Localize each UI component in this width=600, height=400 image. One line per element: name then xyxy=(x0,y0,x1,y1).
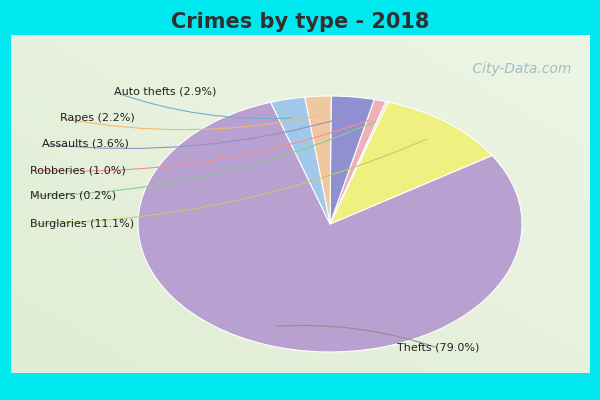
Text: Murders (0.2%): Murders (0.2%) xyxy=(30,191,116,201)
Wedge shape xyxy=(305,96,331,224)
Text: Robberies (1.0%): Robberies (1.0%) xyxy=(30,165,126,175)
Text: City-Data.com: City-Data.com xyxy=(469,62,572,76)
Text: Crimes by type - 2018: Crimes by type - 2018 xyxy=(171,12,429,32)
Text: Rapes (2.2%): Rapes (2.2%) xyxy=(60,113,135,123)
Wedge shape xyxy=(330,102,388,224)
Wedge shape xyxy=(330,96,374,224)
Wedge shape xyxy=(330,100,386,224)
Wedge shape xyxy=(271,97,330,224)
Text: Burglaries (11.1%): Burglaries (11.1%) xyxy=(30,219,134,229)
Text: Thefts (79.0%): Thefts (79.0%) xyxy=(397,343,479,353)
Text: Auto thefts (2.9%): Auto thefts (2.9%) xyxy=(114,87,217,97)
Wedge shape xyxy=(138,102,522,352)
Wedge shape xyxy=(330,102,492,224)
Text: Assaults (3.6%): Assaults (3.6%) xyxy=(42,139,129,149)
